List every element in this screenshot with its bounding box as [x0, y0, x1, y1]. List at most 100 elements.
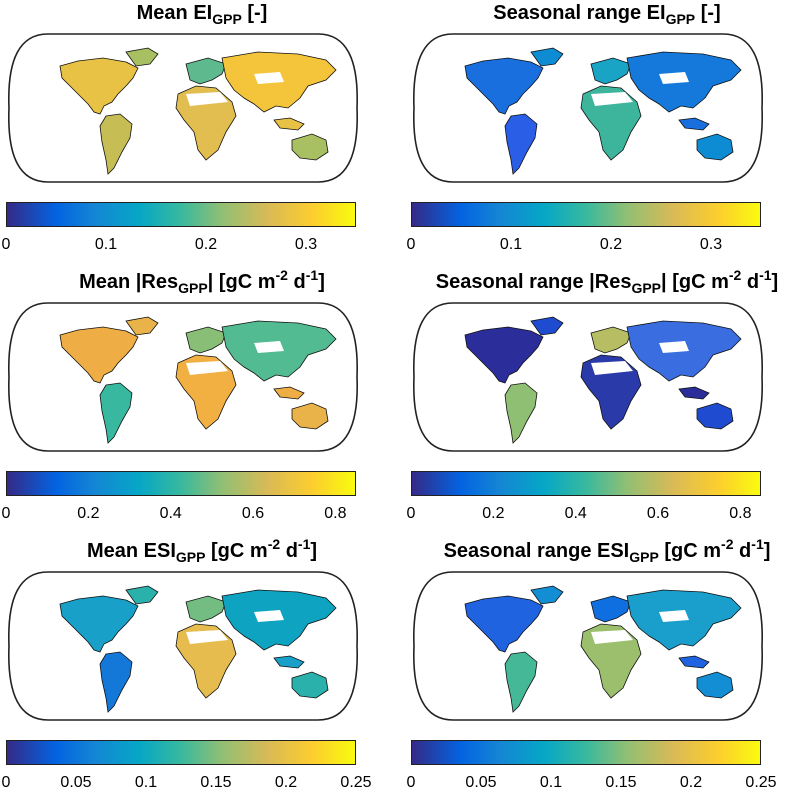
- colorbar-tick-label: 0.8: [729, 505, 752, 522]
- unit-exp-2: -1: [297, 536, 311, 552]
- title-main: Seasonal range |Res: [435, 271, 632, 293]
- colorbar: [6, 202, 356, 227]
- title-rest: |: [207, 271, 219, 293]
- unit-main: [gC m: [672, 271, 729, 293]
- unit-mid: d: [733, 540, 752, 562]
- unit-exp-2: -1: [305, 267, 319, 283]
- colorbar-tick-label: 0.1: [94, 236, 118, 253]
- colorbar-tick-label: 0: [1, 774, 11, 791]
- landmass-indonesia: [273, 386, 305, 400]
- colorbar-tick-label: 0.15: [200, 774, 232, 791]
- title-main: Seasonal range ESI: [443, 540, 630, 562]
- landmass-europe: [590, 326, 632, 354]
- unit-exp-1: -2: [275, 267, 288, 283]
- map-panel-4: Seasonal range |ResGPP| [gC m-2 d-1] 0 0.…: [405, 268, 809, 538]
- landmass-southAmerica: [504, 382, 538, 444]
- colorbar-tick-label: 0.6: [241, 505, 265, 522]
- unit-exp-2: -1: [759, 267, 772, 283]
- panel-title: Seasonal range EIGPP [-]: [405, 0, 809, 26]
- colorbar-tick-label: 0.4: [159, 505, 182, 522]
- landmass-greenland: [530, 47, 564, 67]
- landmass-southAmerica: [99, 113, 133, 175]
- no-data-region-sahara: [186, 630, 228, 644]
- map-frame: [413, 33, 763, 183]
- landmass-southAmerica: [99, 651, 133, 713]
- world-map: [413, 297, 763, 457]
- landmass-indonesia: [678, 655, 710, 669]
- unit-main: [gC m: [218, 271, 276, 293]
- map-panel-3: Mean |ResGPP| [gC m-2 d-1] 0 0.2 0.4 0.6 0.8: [0, 268, 404, 538]
- colorbar: [411, 471, 761, 496]
- title-subscript: GPP: [631, 280, 662, 296]
- no-data-region-sahara: [591, 361, 633, 375]
- map-panel-1: Mean EIGPP [-] 0 0.1 0.2 0.3: [0, 0, 404, 269]
- title-rest: [-]: [241, 2, 268, 24]
- landmass-europe: [590, 57, 632, 85]
- world-map: [413, 28, 763, 188]
- world-map: [8, 566, 358, 726]
- colorbar-ticks: 0 0.2 0.4 0.6 0.8: [407, 505, 761, 527]
- landmass-australia: [291, 133, 329, 161]
- colorbar-ticks: 0 0.05 0.1 0.15 0.2 0.25: [2, 774, 372, 796]
- no-data-region-tibet: [254, 610, 284, 622]
- world-map: [8, 297, 358, 457]
- title-main: Seasonal range EI: [493, 2, 666, 24]
- colorbar-tick-label: 0.25: [340, 774, 372, 791]
- panel-title: Mean |ResGPP| [gC m-2 d-1]: [0, 268, 404, 295]
- landmass-northAmerica: [59, 326, 139, 384]
- map-panel-2: Seasonal range EIGPP [-] 0 0.1 0.2 0.3: [405, 0, 809, 269]
- colorbar-tick-label: 0.25: [745, 774, 777, 791]
- landmass-greenland: [125, 316, 159, 336]
- no-data-region-sahara: [186, 92, 228, 106]
- colorbar: [6, 740, 356, 765]
- world-map: [413, 566, 763, 726]
- landmass-southAmerica: [504, 113, 538, 175]
- world-map-svg: [8, 33, 358, 183]
- landmass-europe: [185, 57, 227, 85]
- landmass-greenland: [125, 585, 159, 605]
- title-subscript: GPP: [629, 549, 659, 565]
- colorbar-tick-label: 0.1: [539, 774, 563, 791]
- colorbar-tick-label: 0.2: [482, 505, 505, 522]
- landmass-greenland: [530, 585, 564, 605]
- colorbar-tick-label: 0.4: [564, 505, 587, 522]
- panel-title: Seasonal range ESIGPP [gC m-2 d-1]: [405, 536, 809, 565]
- title-unit: [gC m-2 d-1]: [672, 268, 778, 293]
- unit-main: [gC m: [211, 540, 268, 562]
- colorbar-tick-label: 0.2: [274, 774, 298, 791]
- colorbar-tick-label: 0.2: [77, 505, 100, 522]
- unit-end: ]: [310, 540, 318, 562]
- landmass-southAmerica: [504, 651, 538, 713]
- landmass-northAmerica: [464, 57, 544, 115]
- colorbar: [411, 202, 761, 227]
- unit-exp-2: -1: [751, 536, 764, 552]
- colorbar-ticks: 0 0.1 0.2 0.3: [407, 236, 761, 258]
- map-panel-5: Mean ESIGPP [gC m-2 d-1] 0 0.05 0.1 0.15 0.2…: [0, 536, 404, 807]
- landmass-australia: [696, 671, 734, 699]
- no-data-region-tibet: [254, 341, 284, 353]
- colorbar-tick-label: 0.1: [134, 774, 158, 791]
- colorbar-tick-label: 0.2: [679, 774, 703, 791]
- landmass-europe: [185, 326, 227, 354]
- landmass-europe: [185, 595, 227, 623]
- world-map-svg: [8, 571, 358, 721]
- colorbar: [411, 740, 761, 765]
- world-map-svg: [413, 571, 763, 721]
- unit-exp-1: -2: [267, 536, 281, 552]
- colorbar-tick-label: 0.2: [194, 236, 218, 253]
- no-data-region-sahara: [591, 92, 633, 106]
- landmass-northAmerica: [59, 595, 139, 653]
- colorbar-ticks: 0 0.2 0.4 0.6 0.8: [2, 505, 356, 527]
- landmass-australia: [696, 133, 734, 161]
- map-frame: [8, 302, 358, 452]
- title-subscript: GPP: [212, 11, 242, 27]
- title-subscript: GPP: [175, 549, 206, 565]
- map-frame: [413, 571, 763, 721]
- colorbar: [6, 471, 356, 496]
- unit-exp-1: -2: [721, 536, 734, 552]
- world-map: [8, 28, 358, 188]
- map-panel-6: Seasonal range ESIGPP [gC m-2 d-1] 0 0.05…: [405, 536, 809, 807]
- title-unit: [gC m-2 d-1]: [218, 268, 325, 293]
- landmass-northAmerica: [59, 57, 139, 115]
- landmass-australia: [291, 402, 329, 430]
